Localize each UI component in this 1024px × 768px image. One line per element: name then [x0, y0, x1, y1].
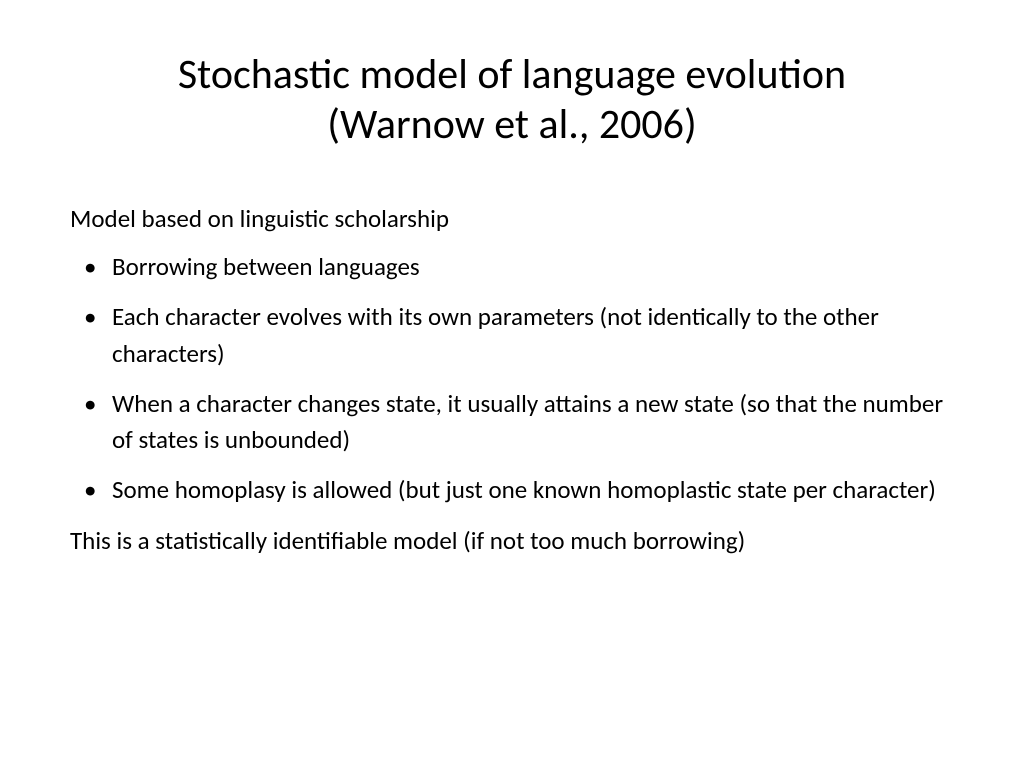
- title-line-1: Stochastic model of language evolution: [178, 49, 846, 100]
- intro-text: Model based on linguistic scholarship: [70, 201, 954, 237]
- bullet-list: Borrowing between languages Each charact…: [70, 249, 954, 509]
- bullet-item: Borrowing between languages: [70, 249, 954, 285]
- closing-text: This is a statistically identifiable mod…: [70, 523, 954, 559]
- slide-title: Stochastic model of language evolution (…: [70, 50, 954, 151]
- slide-body: Model based on linguistic scholarship Bo…: [70, 201, 954, 559]
- bullet-item: Each character evolves with its own para…: [70, 299, 954, 372]
- title-line-2: (Warnow et al., 2006): [327, 99, 696, 150]
- slide-container: Stochastic model of language evolution (…: [0, 0, 1024, 768]
- bullet-item: Some homoplasy is allowed (but just one …: [70, 472, 954, 508]
- bullet-item: When a character changes state, it usual…: [70, 386, 954, 459]
